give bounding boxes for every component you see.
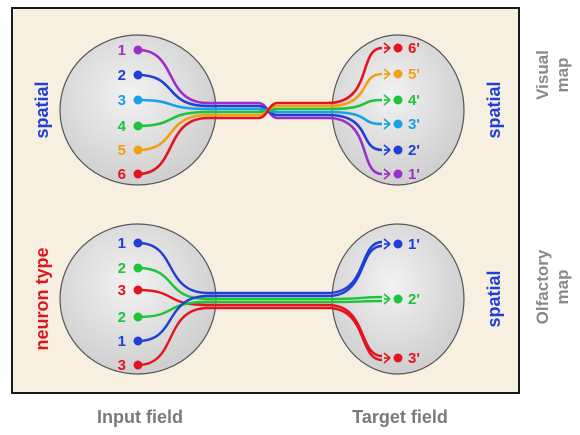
visual-input-label-2: 2 <box>118 67 126 84</box>
visual-target-node-2 <box>393 69 403 79</box>
visual-target-terminal-5 <box>383 144 391 156</box>
olfactory-input-node-2 <box>133 263 143 273</box>
visual-target-node-1 <box>393 43 403 53</box>
olfactory-axon-bundle <box>137 240 383 367</box>
olfactory-map-label-line2: map <box>553 270 572 305</box>
visual-map-label-line1: Visual <box>533 50 552 100</box>
olfactory-target-node-2 <box>393 294 403 304</box>
visual-target-label-4: 3' <box>408 116 420 133</box>
visual-input-label: spatial <box>32 81 52 138</box>
olfactory-axon-6 <box>137 306 383 367</box>
visual-target-node-4 <box>393 119 403 129</box>
visual-input-field-ellipse <box>59 34 217 186</box>
visual-target-label-5: 2' <box>408 142 420 159</box>
visual-target-terminal-2 <box>383 68 391 80</box>
olfactory-input-label-1: 1 <box>118 235 126 252</box>
visual-input-node-1 <box>133 45 143 55</box>
visual-target-node-5 <box>393 145 403 155</box>
olfactory-input-label-6: 3 <box>118 357 126 374</box>
visual-target-label-6: 1' <box>408 166 420 183</box>
olfactory-axon-5 <box>137 244 383 343</box>
visual-input-node-2 <box>133 70 143 80</box>
visual-axon-6 <box>137 46 383 176</box>
visual-input-node-4 <box>133 121 143 131</box>
target-field-caption: Target field <box>352 407 448 427</box>
olfactory-axon-4 <box>137 299 383 319</box>
visual-target-label-2: 5' <box>408 66 420 83</box>
olfactory-target-label: spatial <box>484 270 504 327</box>
visual-target-terminal-3 <box>383 94 391 106</box>
olfactory-input-node-1 <box>133 238 143 248</box>
olfactory-map-label-line1: Olfactory <box>533 249 552 324</box>
olfactory-input-node-4 <box>133 312 143 322</box>
olfactory-target-node-3 <box>393 353 403 363</box>
olfactory-input-label-3: 3 <box>118 282 126 299</box>
olfactory-map-side-label: Olfactory map <box>533 249 572 324</box>
olfactory-input-node-3 <box>133 285 143 295</box>
visual-axon-bundle <box>137 46 383 176</box>
visual-target-node-6 <box>393 169 403 179</box>
visual-target-node-3 <box>393 95 403 105</box>
visual-target-terminal-1 <box>383 42 391 54</box>
visual-target-label-1: 6' <box>408 40 420 57</box>
visual-target-label: spatial <box>484 81 504 138</box>
visual-input-label-6: 6 <box>118 166 126 183</box>
olfactory-axon-1 <box>137 240 383 295</box>
olfactory-input-label: neuron type <box>32 247 52 350</box>
olfactory-input-node-5 <box>133 336 143 346</box>
olfactory-target-node-1 <box>393 239 403 249</box>
olfactory-target-label-1: 1' <box>408 236 420 253</box>
olfactory-axon-3 <box>137 288 383 358</box>
olfactory-input-node-6 <box>133 360 143 370</box>
visual-input-label-4: 4 <box>118 118 127 135</box>
visual-target-field-ellipse <box>331 34 465 186</box>
visual-input-node-5 <box>133 145 143 155</box>
visual-target-terminal-6 <box>383 168 391 180</box>
olfactory-axon-2 <box>137 266 383 301</box>
olfactory-target-label-3: 3' <box>408 350 420 367</box>
visual-map-label-line2: map <box>553 58 572 93</box>
visual-target-terminal-4 <box>383 118 391 130</box>
olfactory-input-label-4: 2 <box>118 309 126 326</box>
visual-input-label-5: 5 <box>118 142 126 159</box>
olfactory-target-label-2: 2' <box>408 291 420 308</box>
visual-input-label-3: 3 <box>118 92 126 109</box>
neuron-nodes: 1 2 3 4 5 6 6' 5' 4' 3' 2' 1' 1 2 3 2 1 3 1' 2' 3' <box>118 40 420 374</box>
visual-map-side-label: Visual map <box>533 50 572 100</box>
olfactory-target-terminal-3 <box>383 352 391 364</box>
input-field-caption: Input field <box>97 407 183 427</box>
visual-input-node-3 <box>133 95 143 105</box>
olfactory-input-label-2: 2 <box>118 260 126 277</box>
olfactory-target-terminal-2 <box>383 293 391 305</box>
olfactory-target-terminal-1 <box>383 238 391 250</box>
visual-input-node-6 <box>133 169 143 179</box>
olfactory-input-label-5: 1 <box>118 333 126 350</box>
visual-input-label-1: 1 <box>118 42 126 59</box>
visual-target-label-3: 4' <box>408 92 420 109</box>
